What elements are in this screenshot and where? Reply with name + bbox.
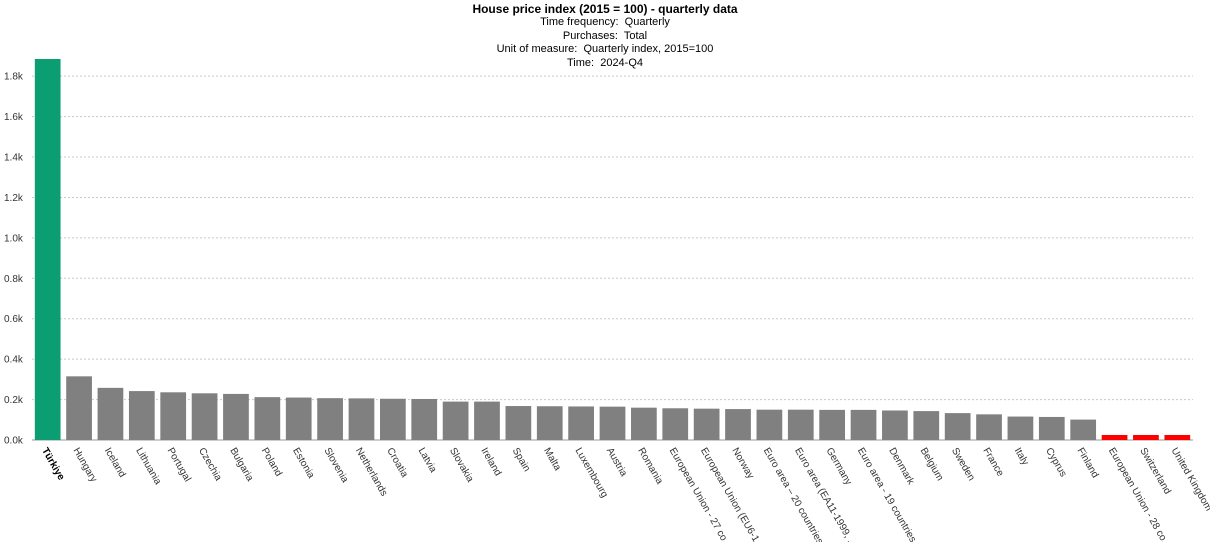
x-tick-label: Estonia xyxy=(290,446,316,481)
y-tick-label: 0.2k xyxy=(4,395,24,406)
bar[interactable] xyxy=(913,411,940,440)
x-tick-label: Switzerland xyxy=(1137,446,1172,496)
x-tick-label: Spain xyxy=(510,446,532,474)
bar[interactable] xyxy=(850,409,877,440)
x-tick-label: Bulgaria xyxy=(227,446,255,484)
chart-title: House price index (2015 = 100) - quarter… xyxy=(472,2,738,16)
y-tick-label: 0.0k xyxy=(4,436,24,447)
meta-line-unit: Unit of measure: Quarterly index, 2015=1… xyxy=(0,43,1210,57)
meta-line-purchases: Purchases: Total xyxy=(0,30,1210,44)
bar[interactable] xyxy=(536,406,563,440)
meta-label: Unit of measure: xyxy=(496,43,578,55)
meta-line-time: Time: 2024-Q4 xyxy=(0,57,1210,71)
x-tick-label: Finland xyxy=(1075,446,1101,480)
meta-value: Total xyxy=(623,29,648,42)
x-tick-label: Lithuania xyxy=(133,446,163,487)
x-tick-label: Netherlands xyxy=(353,446,389,498)
x-tick-label: Hungary xyxy=(70,446,98,484)
x-tick-label: Austria xyxy=(604,446,629,479)
x-tick-label: Portugal xyxy=(165,446,193,484)
x-tick-label: Cyprus xyxy=(1043,446,1068,479)
x-tick-label: Latvia xyxy=(416,446,439,475)
bar[interactable] xyxy=(191,393,218,440)
bar[interactable] xyxy=(66,376,92,440)
meta-value: Quarterly index, 2015=100 xyxy=(583,43,714,55)
bar[interactable] xyxy=(442,401,469,440)
meta-value: Quarterly xyxy=(624,16,670,28)
bar[interactable] xyxy=(317,398,343,440)
bar-missing[interactable] xyxy=(1101,435,1128,440)
bar[interactable] xyxy=(568,406,594,440)
bar[interactable] xyxy=(379,398,406,440)
x-tick-label: Romania xyxy=(635,446,665,487)
x-tick-label: Euro area (EA11-1999, ... xyxy=(792,446,858,542)
y-tick-label: 1.2k xyxy=(4,193,24,204)
x-tick-label: Croatia xyxy=(384,446,410,480)
x-tick-label: Luxembourg xyxy=(573,446,610,500)
bar-missing[interactable] xyxy=(1164,435,1191,440)
bar[interactable] xyxy=(662,408,689,440)
x-tick-label: Poland xyxy=(259,446,284,478)
x-tick-label: Italy xyxy=(1012,446,1031,467)
y-tick-label: 0.6k xyxy=(4,314,24,325)
x-tick-label: Czechia xyxy=(196,446,224,483)
x-tick-label: Türkiye xyxy=(39,446,67,483)
x-tick-label: Denmark xyxy=(886,446,916,487)
x-tick-label: Slovenia xyxy=(321,446,350,485)
meta-label: Time frequency: xyxy=(540,16,619,28)
chart-header: House price index (2015 = 100) - quarter… xyxy=(0,2,1210,70)
bar[interactable] xyxy=(882,410,908,440)
y-tick-label: 1.6k xyxy=(4,112,24,123)
x-tick-label: European Union (EU6-1... xyxy=(698,446,765,542)
x-tick-label: Iceland xyxy=(102,446,128,479)
x-tick-label: Germany xyxy=(824,446,854,487)
x-tick-label: United Kingdom xyxy=(1169,446,1210,513)
bar[interactable] xyxy=(505,406,532,440)
x-tick-label: Ireland xyxy=(478,446,503,478)
x-tick-label: Malta xyxy=(541,446,563,473)
bar[interactable] xyxy=(223,393,249,440)
bar[interactable] xyxy=(787,409,814,440)
bar[interactable] xyxy=(128,391,155,440)
y-tick-label: 1.4k xyxy=(4,153,24,164)
y-tick-label: 1.0k xyxy=(4,233,24,244)
bar[interactable] xyxy=(254,397,281,440)
meta-value: 2024-Q4 xyxy=(600,56,644,69)
bar[interactable] xyxy=(1007,416,1034,440)
x-tick-label: Euro area - 19 countries... xyxy=(855,446,922,542)
bar[interactable] xyxy=(725,409,751,440)
bar[interactable] xyxy=(693,408,720,440)
bar[interactable] xyxy=(819,409,846,440)
meta-label: Purchases: xyxy=(562,29,618,42)
bar[interactable] xyxy=(1038,416,1065,440)
bar[interactable] xyxy=(97,387,124,440)
bar[interactable] xyxy=(599,406,626,440)
x-tick-label: France xyxy=(980,446,1005,479)
meta-line-frequency: Time frequency: Quarterly xyxy=(0,16,1210,30)
y-tick-label: 0.8k xyxy=(4,274,24,285)
x-tick-label: Sweden xyxy=(949,446,977,483)
bar[interactable] xyxy=(411,398,438,440)
bar[interactable] xyxy=(631,407,657,440)
bar[interactable] xyxy=(474,401,500,440)
y-tick-label: 1.8k xyxy=(4,72,24,83)
bar[interactable] xyxy=(348,398,375,440)
x-tick-label: Slovakia xyxy=(447,446,476,485)
y-tick-label: 0.4k xyxy=(4,355,24,366)
bar-missing[interactable] xyxy=(1133,435,1159,440)
x-tick-label: Belgium xyxy=(918,446,946,483)
bar[interactable] xyxy=(944,413,971,440)
bar[interactable] xyxy=(1070,419,1097,440)
x-tick-label: Norway xyxy=(729,446,755,481)
bar[interactable] xyxy=(285,397,312,440)
bar[interactable] xyxy=(976,414,1002,440)
meta-label: Time: xyxy=(566,56,595,69)
bar[interactable] xyxy=(756,409,783,440)
bar[interactable] xyxy=(160,392,187,440)
bar[interactable] xyxy=(34,58,61,441)
